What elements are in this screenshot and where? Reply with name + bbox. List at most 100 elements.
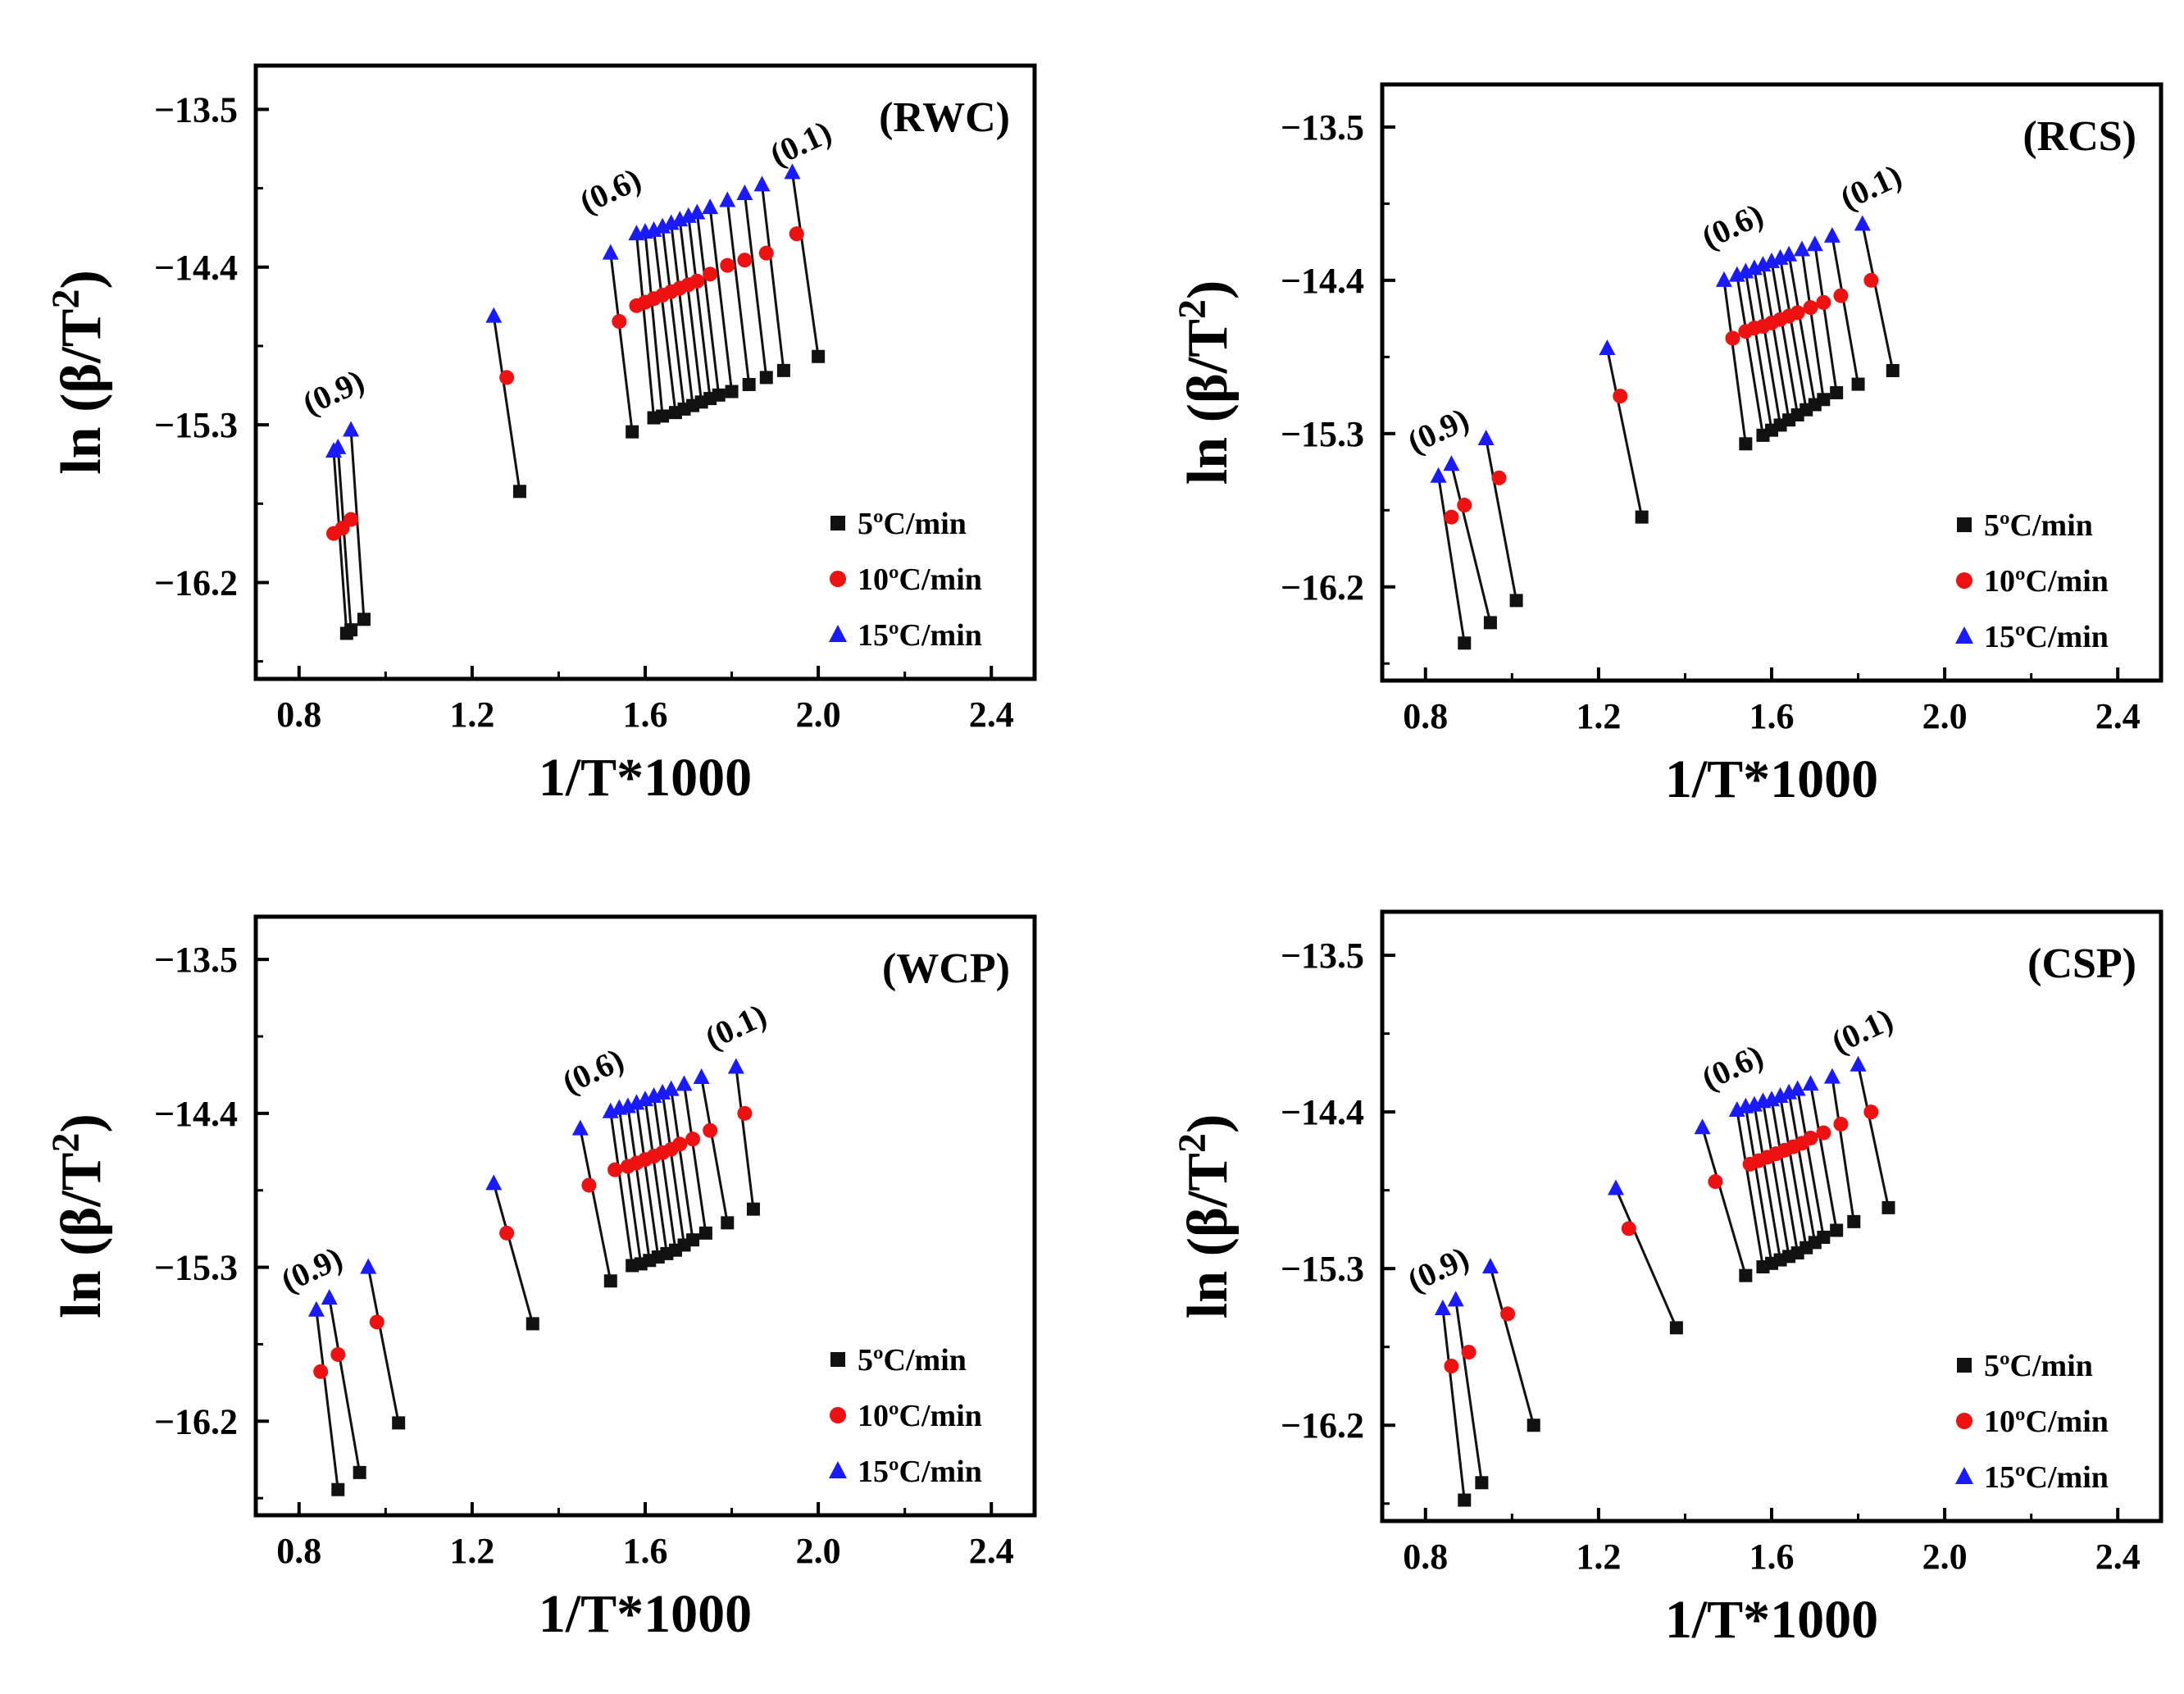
series-2 bbox=[1430, 215, 1871, 483]
legend-label: 5ºC/min bbox=[858, 507, 967, 541]
x-tick-label: 1.6 bbox=[1749, 1537, 1795, 1577]
data-point-triangle bbox=[628, 225, 645, 241]
conversion-annotation: (0.1) bbox=[1826, 1000, 1898, 1060]
data-point-triangle bbox=[689, 203, 706, 220]
fit-line bbox=[336, 447, 353, 631]
data-point-triangle bbox=[1806, 235, 1823, 252]
fit-line bbox=[735, 1067, 755, 1209]
data-point-square bbox=[1739, 1268, 1753, 1282]
data-point-square bbox=[353, 1465, 366, 1479]
data-point-triangle bbox=[1772, 1087, 1789, 1104]
x-tick-label: 2.4 bbox=[2095, 696, 2141, 736]
data-point-circle bbox=[499, 1225, 515, 1241]
data-point-square bbox=[742, 377, 756, 391]
data-point-square bbox=[812, 349, 826, 363]
data-point-square bbox=[1756, 1260, 1770, 1274]
data-point-triangle bbox=[671, 211, 689, 227]
fit-line bbox=[700, 1077, 729, 1223]
data-point-triangle bbox=[693, 1068, 710, 1085]
legend-marker-square bbox=[830, 516, 845, 531]
legend-marker-square bbox=[1957, 517, 1972, 532]
y-axis-ticks: −13.5 −14.4 −15.3 −16.2 bbox=[1281, 107, 1395, 665]
data-point-triangle bbox=[680, 207, 697, 223]
x-tick-label: 0.8 bbox=[276, 1531, 321, 1571]
data-point-square bbox=[603, 1274, 617, 1288]
data-point-triangle bbox=[654, 1083, 671, 1100]
data-point-triangle bbox=[645, 1087, 662, 1103]
y-tick-label: −16.2 bbox=[1281, 1405, 1364, 1446]
annotations: (0.1) (0.6) (0.9) bbox=[1402, 1000, 1899, 1299]
data-point-square bbox=[1635, 510, 1649, 524]
data-point-square bbox=[526, 1317, 539, 1331]
series-0 bbox=[1458, 1200, 1895, 1507]
x-tick-label: 1.6 bbox=[1749, 696, 1795, 736]
fit-line bbox=[761, 184, 785, 371]
data-point-triangle bbox=[662, 1080, 680, 1096]
data-point-triangle bbox=[1737, 262, 1754, 279]
data-point-triangle bbox=[485, 1174, 503, 1191]
data-point-circle bbox=[1803, 300, 1818, 316]
legend-label: 15ºC/min bbox=[858, 1455, 982, 1489]
fit-line bbox=[790, 172, 820, 357]
data-point-circle bbox=[1816, 294, 1831, 310]
y-axis-label: ln (β/T2) bbox=[1171, 280, 1240, 485]
fit-line bbox=[1489, 1266, 1536, 1426]
series-1 bbox=[326, 226, 804, 541]
fit-lines bbox=[1441, 1064, 1890, 1500]
y-tick-label: −13.5 bbox=[1281, 107, 1364, 148]
x-tick-label: 1.2 bbox=[449, 694, 494, 735]
y-tick-label: −16.2 bbox=[154, 562, 238, 603]
legend-marker-circle bbox=[1956, 572, 1972, 589]
data-point-square bbox=[1830, 385, 1844, 399]
y-tick-label: −15.3 bbox=[154, 405, 238, 445]
legend-label: 15ºC/min bbox=[858, 618, 982, 653]
y-tick-label: −16.2 bbox=[1281, 567, 1364, 608]
x-tick-label: 1.2 bbox=[449, 1531, 494, 1571]
fit-line bbox=[1770, 261, 1800, 416]
data-point-triangle bbox=[637, 1091, 653, 1107]
fit-line bbox=[579, 1128, 612, 1282]
data-point-triangle bbox=[602, 244, 619, 260]
data-point-triangle bbox=[1850, 1055, 1867, 1072]
fit-line bbox=[349, 430, 366, 620]
data-point-circle bbox=[703, 1123, 718, 1138]
data-point-triangle bbox=[676, 1075, 693, 1091]
x-axis-ticks: 0.8 1.2 1.6 2.0 2.4 bbox=[1403, 1508, 2141, 1577]
annotations: (0.1) (0.6) (0.9) bbox=[297, 113, 836, 422]
annotations: (0.1) (0.6) (0.9) bbox=[1402, 157, 1907, 460]
fit-line bbox=[1809, 1083, 1838, 1231]
y-tick-label: −15.3 bbox=[154, 1248, 238, 1288]
fit-line bbox=[670, 1089, 694, 1241]
data-point-circle bbox=[1863, 1104, 1879, 1120]
fit-line bbox=[617, 1108, 643, 1264]
fit-line bbox=[1449, 463, 1492, 623]
fit-line bbox=[328, 1297, 362, 1473]
data-point-circle bbox=[612, 314, 627, 330]
data-point-circle bbox=[1725, 330, 1740, 346]
fit-line bbox=[653, 1095, 677, 1250]
legend-label: 10ºC/min bbox=[858, 562, 982, 597]
fit-line bbox=[1736, 1109, 1764, 1268]
x-tick-label: 0.8 bbox=[1403, 696, 1448, 736]
data-point-triangle bbox=[719, 191, 736, 207]
data-point-triangle bbox=[571, 1119, 589, 1136]
fit-line bbox=[1796, 1089, 1825, 1238]
data-point-triangle bbox=[628, 1094, 645, 1110]
data-point-triangle bbox=[784, 163, 801, 180]
fit-line bbox=[644, 231, 664, 417]
data-point-circle bbox=[1621, 1221, 1636, 1236]
panel-0: 0.8 1.2 1.6 2.0 2.4 −13.5 −14.4 −15.3 −16.2 1/T*1… bbox=[44, 63, 1037, 808]
data-point-triangle bbox=[1823, 226, 1840, 243]
data-point-square bbox=[1886, 363, 1900, 377]
data-point-circle bbox=[737, 1105, 753, 1121]
x-tick-label: 0.8 bbox=[276, 694, 321, 735]
series-0 bbox=[331, 1202, 760, 1496]
panel-label: (WCP) bbox=[882, 945, 1010, 992]
fit-line bbox=[1614, 1187, 1678, 1328]
fit-line bbox=[644, 1099, 668, 1255]
series-2 bbox=[325, 163, 801, 458]
fit-line bbox=[1441, 1308, 1466, 1500]
data-point-triangle bbox=[485, 307, 503, 323]
legend-label: 10ºC/min bbox=[858, 1399, 982, 1433]
